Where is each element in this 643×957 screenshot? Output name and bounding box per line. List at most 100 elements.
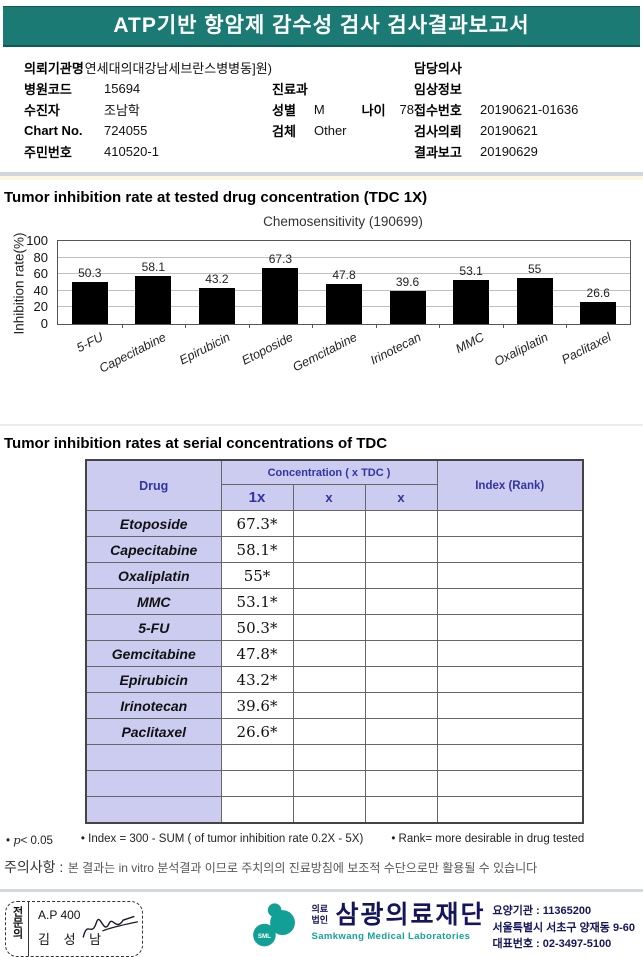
col-subheader-x1: x xyxy=(292,484,366,511)
value-cell xyxy=(364,536,438,563)
value-cell xyxy=(436,640,584,667)
field-label-doctor: 담당의사 xyxy=(414,61,462,76)
value-cell: 26.6* xyxy=(220,718,294,745)
drug-name-cell: Oxaliplatin xyxy=(85,562,222,589)
table-row: Epirubicin 43.2* xyxy=(85,666,584,693)
x-axis-tick xyxy=(375,324,377,328)
field-label-resident-no: 주민번호 xyxy=(24,145,72,160)
value-cell xyxy=(292,744,366,771)
chart-yticks: 0 20 40 60 80 100 xyxy=(20,233,52,331)
x-axis-tick xyxy=(566,324,568,328)
table-row: Gemcitabine 47.8* xyxy=(85,640,584,667)
value-cell xyxy=(436,796,584,824)
table-row: Oxaliplatin 55* xyxy=(85,562,584,589)
bar-value-label: 55 xyxy=(527,262,542,277)
chart-bar xyxy=(516,278,553,324)
stamp-code: A.P 400 xyxy=(38,908,81,922)
chart-bar xyxy=(198,288,235,324)
drug-name-cell: Etoposide xyxy=(85,510,222,537)
value-cell xyxy=(292,562,366,589)
org-name: 삼광의료재단 xyxy=(335,901,486,929)
value-cell xyxy=(436,718,584,745)
field-value-hospital-code: 15694 xyxy=(104,81,141,96)
footnote-pvalue: • p< 0.05 xyxy=(6,833,53,847)
value-cell xyxy=(364,718,438,745)
org-name-block: 의료법인 삼광의료재단 Samkwang Medical Laboratorie… xyxy=(311,901,486,942)
notice-line: 주의사항 : 본 결과는 in vitro 분석결과 이므로 주치의의 진료방침… xyxy=(4,857,643,877)
table-row xyxy=(85,744,584,771)
drug-name-cell: MMC xyxy=(85,588,222,615)
footnote-rank: • Rank= more desirable in drug tested xyxy=(391,833,585,845)
contact-line-phone: 대표번호 : 02-3497-5100 xyxy=(492,938,612,950)
value-cell xyxy=(436,770,584,797)
notice-label: 주의사항 : xyxy=(4,859,64,875)
section1-heading: Tumor inhibition rate at tested drug con… xyxy=(4,189,428,206)
value-cell xyxy=(364,614,438,641)
value-cell: 39.6* xyxy=(220,692,294,719)
bar-value-label: 39.6 xyxy=(395,275,420,290)
drug-name-cell: 5-FU xyxy=(85,614,222,641)
value-cell: 53.1* xyxy=(220,588,294,615)
bar-value-label: 67.3 xyxy=(268,252,293,267)
specialist-vertical-label: 전문의 xyxy=(6,902,29,956)
drug-table-body: Etoposide 67.3* Capecitabine 58.1* Oxaliplat… xyxy=(85,510,584,824)
field-value-sex: M xyxy=(313,102,325,117)
section2-heading: Tumor inhibition rates at serial concent… xyxy=(4,435,388,452)
field-label-receipt-no: 접수번호 xyxy=(414,103,462,118)
drug-name-cell: Irinotecan xyxy=(85,692,222,719)
field-value-resident-no: 410520-1 xyxy=(104,144,159,159)
drug-name-cell: Capecitabine xyxy=(85,536,222,563)
patient-info-section: 의뢰기관명 연세대의대강남세브란스병병동]원) 병원코드 15694 수진자 조남학 … xyxy=(0,47,643,168)
value-cell xyxy=(220,744,294,771)
field-label-institution: 의뢰기관명 xyxy=(24,61,84,76)
field-label-department: 진료과 xyxy=(272,82,308,97)
field-value-age: 78 xyxy=(399,102,414,117)
value-cell xyxy=(364,692,438,719)
chart-bar xyxy=(262,268,299,324)
bar-value-label: 47.8 xyxy=(332,268,356,283)
value-cell: 55* xyxy=(220,562,294,589)
field-label-patient-name: 수진자 xyxy=(24,103,60,118)
x-axis-tick xyxy=(502,324,504,328)
field-label-chart-no: Chart No. xyxy=(24,123,83,138)
value-cell: 43.2* xyxy=(220,666,294,693)
x-axis-tick xyxy=(185,324,187,328)
field-label-sex: 성별 xyxy=(272,103,296,118)
value-cell: 50.3* xyxy=(220,614,294,641)
col-header-concentration: Concentration ( x TDC ) xyxy=(220,459,438,485)
y-tick-label: 60 xyxy=(33,266,48,282)
value-cell xyxy=(436,666,584,693)
bar-value-label: 53.1 xyxy=(459,263,483,278)
chart-bar xyxy=(453,279,490,324)
value-cell xyxy=(292,692,366,719)
value-cell xyxy=(292,536,366,563)
field-value-result-report: 20190629 xyxy=(480,144,538,159)
footnote-p-rest: < 0.05 xyxy=(20,835,53,847)
chart-bar xyxy=(71,282,108,324)
x-category-label: Gemcitabine xyxy=(290,330,360,375)
table-row xyxy=(85,770,584,797)
bar-value-label: 50.3 xyxy=(78,266,102,281)
report-title-bar: ATP기반 항암제 감수성 검사 검사결과보고서 xyxy=(3,6,640,47)
value-cell xyxy=(436,614,584,641)
value-cell xyxy=(436,510,584,537)
value-cell xyxy=(220,796,294,824)
bullet-icon: • xyxy=(391,833,396,845)
value-cell xyxy=(436,562,584,589)
contact-line-institution-no: 요양기관 : 11365200 xyxy=(492,905,592,917)
field-value-chart-no: 724055 xyxy=(104,123,148,138)
field-value-receipt-no: 20190621-01636 xyxy=(480,102,579,117)
value-cell xyxy=(364,510,438,537)
chart-gridline xyxy=(58,256,630,258)
bar-value-label: 58.1 xyxy=(141,259,165,274)
patient-info-left: 의뢰기관명 연세대의대강남세브란스병병동]원) 병원코드 15694 수진자 조남학 … xyxy=(24,57,272,162)
chart-bar xyxy=(326,284,362,324)
x-category-label: Capecitabine xyxy=(97,330,169,376)
value-cell xyxy=(292,640,366,667)
lab-brand: SML 의료법인 삼광의료재단 Samkwang Medical Laborat… xyxy=(252,901,635,953)
y-tick-label: 20 xyxy=(33,299,48,315)
footnote-index: • Index = 300 - SUM ( of tumor inhibitio… xyxy=(80,833,364,845)
x-axis-tick xyxy=(312,324,314,328)
y-tick-label: 80 xyxy=(33,249,48,265)
table-row xyxy=(85,796,584,824)
